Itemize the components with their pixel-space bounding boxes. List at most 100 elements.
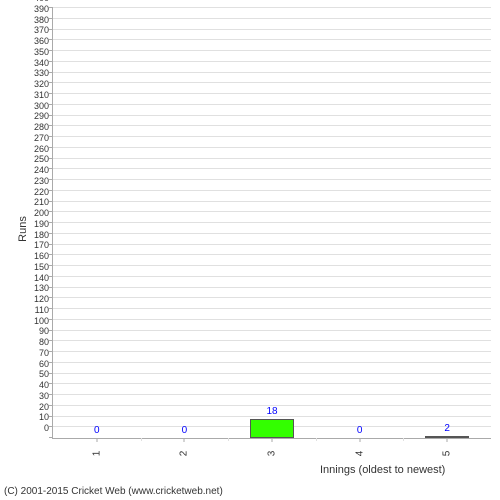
bar	[425, 436, 469, 438]
y-tick-label: 170	[34, 240, 49, 250]
gridline	[53, 201, 491, 202]
chart-container: 0102030405060708090100110120130140150160…	[0, 0, 500, 500]
y-tick-mark	[49, 233, 53, 234]
bar-value-label: 0	[357, 425, 363, 436]
gridline	[53, 18, 491, 19]
y-tick-label: 0	[44, 423, 49, 433]
y-tick-mark	[49, 426, 53, 427]
y-tick-mark	[49, 39, 53, 40]
y-tick-label: 320	[34, 79, 49, 89]
gridline	[53, 276, 491, 277]
gridline	[53, 147, 491, 148]
y-tick-mark	[49, 190, 53, 191]
y-axis-title: Runs	[17, 216, 29, 242]
y-tick-label: 360	[34, 36, 49, 46]
y-tick-mark	[49, 405, 53, 406]
gridline	[53, 297, 491, 298]
y-tick-label: 330	[34, 68, 49, 78]
y-tick-label: 200	[34, 208, 49, 218]
x-tick-label: 3	[267, 451, 278, 457]
gridline	[53, 211, 491, 212]
y-tick-label: 160	[34, 251, 49, 261]
x-tick-label: 2	[179, 451, 190, 457]
y-tick-mark	[49, 211, 53, 212]
gridline	[53, 29, 491, 30]
gridline	[53, 7, 491, 8]
gridline	[53, 39, 491, 40]
gridline	[53, 394, 491, 395]
y-tick-label: 370	[34, 25, 49, 35]
gridline	[53, 373, 491, 374]
bar-value-label: 0	[182, 425, 188, 436]
gridline	[53, 179, 491, 180]
gridline	[53, 340, 491, 341]
y-tick-label: 210	[34, 197, 49, 207]
y-tick-label: 240	[34, 165, 49, 175]
y-tick-mark	[49, 18, 53, 19]
y-tick-label: 230	[34, 176, 49, 186]
x-tick-mark	[447, 438, 448, 442]
gridline	[53, 104, 491, 105]
y-tick-label: 340	[34, 58, 49, 68]
y-tick-label: 390	[34, 4, 49, 14]
x-tick-sep	[403, 438, 404, 441]
gridline	[53, 93, 491, 94]
y-tick-mark	[49, 437, 53, 438]
gridline	[53, 136, 491, 137]
bar-value-label: 0	[94, 425, 100, 436]
y-tick-label: 50	[39, 369, 49, 379]
y-tick-mark	[49, 373, 53, 374]
y-tick-mark	[49, 416, 53, 417]
bar-value-label: 18	[266, 406, 277, 417]
y-tick-label: 40	[39, 380, 49, 390]
y-tick-mark	[49, 383, 53, 384]
y-tick-label: 80	[39, 337, 49, 347]
y-tick-mark	[49, 29, 53, 30]
y-tick-mark	[49, 276, 53, 277]
y-tick-mark	[49, 265, 53, 266]
gridline	[53, 330, 491, 331]
gridline	[53, 383, 491, 384]
gridline	[53, 125, 491, 126]
gridline	[53, 158, 491, 159]
gridline	[53, 319, 491, 320]
gridline	[53, 233, 491, 234]
y-tick-mark	[49, 104, 53, 105]
y-tick-mark	[49, 7, 53, 8]
y-tick-mark	[49, 201, 53, 202]
y-tick-mark	[49, 158, 53, 159]
gridline	[53, 82, 491, 83]
y-tick-label: 150	[34, 262, 49, 272]
y-tick-label: 60	[39, 359, 49, 369]
gridline	[53, 351, 491, 352]
gridline	[53, 72, 491, 73]
y-tick-mark	[49, 244, 53, 245]
bar-value-label: 2	[444, 423, 450, 434]
gridline	[53, 190, 491, 191]
y-tick-label: 190	[34, 219, 49, 229]
gridline	[53, 254, 491, 255]
y-tick-mark	[49, 82, 53, 83]
y-tick-label: 250	[34, 154, 49, 164]
gridline	[53, 362, 491, 363]
y-tick-label: 400	[34, 0, 49, 3]
y-tick-label: 270	[34, 133, 49, 143]
y-tick-mark	[49, 136, 53, 137]
y-tick-label: 110	[35, 305, 49, 315]
y-tick-mark	[49, 61, 53, 62]
y-tick-mark	[49, 319, 53, 320]
y-tick-label: 260	[34, 144, 49, 154]
x-tick-sep	[316, 438, 317, 441]
y-tick-mark	[49, 72, 53, 73]
gridline	[53, 308, 491, 309]
y-tick-label: 180	[34, 230, 49, 240]
x-tick-mark	[96, 438, 97, 442]
copyright-text: (C) 2001-2015 Cricket Web (www.cricketwe…	[4, 486, 223, 497]
gridline	[53, 115, 491, 116]
y-tick-label: 140	[34, 273, 49, 283]
y-tick-label: 380	[34, 15, 49, 25]
y-tick-mark	[49, 125, 53, 126]
y-tick-label: 20	[39, 402, 49, 412]
y-tick-label: 130	[34, 283, 49, 293]
y-tick-mark	[49, 115, 53, 116]
